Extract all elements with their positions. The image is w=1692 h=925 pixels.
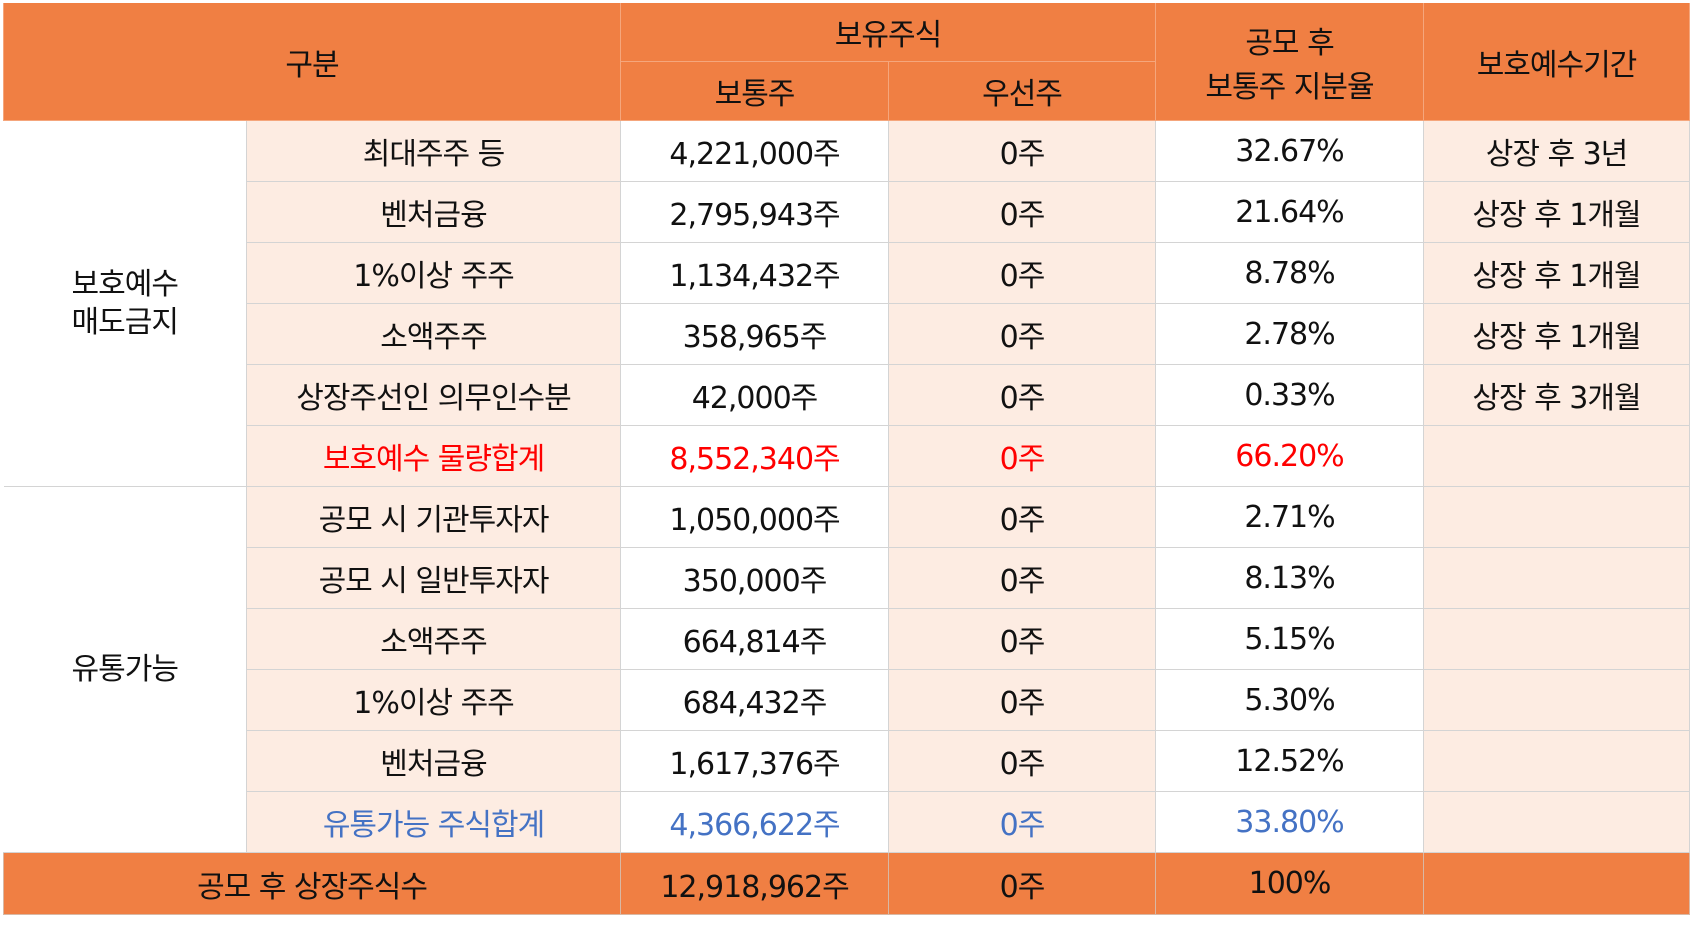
row-preferred: 0주 [888, 303, 1156, 365]
header-lockup-period: 보호예수기간 [1423, 3, 1690, 121]
row-preferred: 0주 [888, 120, 1156, 182]
row-ratio: 0.33% [1155, 364, 1424, 426]
row-period [1423, 547, 1690, 609]
row-preferred: 0주 [888, 547, 1156, 609]
table-row: 1%이상 주주 684,432주 0주 5.30% [4, 669, 1690, 731]
row-label: 1%이상 주주 [246, 242, 621, 304]
locked-total-period [1423, 425, 1690, 487]
header-preferred-shares: 우선주 [888, 61, 1156, 121]
table-row: 소액주주 358,965주 0주 2.78% 상장 후 1개월 [4, 303, 1690, 365]
row-common: 1,050,000주 [620, 486, 889, 548]
row-label: 소액주주 [246, 608, 621, 670]
row-common: 42,000주 [620, 364, 889, 426]
header-row-2: 보통주 우선주 [4, 61, 1690, 121]
header-holdings: 보유주식 [620, 3, 1156, 62]
row-common: 664,814주 [620, 608, 889, 670]
row-label: 벤처금융 [246, 181, 621, 243]
locked-total-row: 보호예수 물량합계 8,552,340주 0주 66.20% [4, 425, 1690, 487]
locked-total-common: 8,552,340주 [620, 425, 889, 487]
row-period: 상장 후 1개월 [1423, 242, 1690, 304]
row-preferred: 0주 [888, 608, 1156, 670]
header-post-ipo-ratio: 공모 후 보통주 지분율 [1155, 3, 1424, 121]
group-locked-line1: 보호예수 [71, 266, 179, 302]
row-preferred: 0주 [888, 730, 1156, 792]
header-ratio-line2: 보통주 지분율 [1205, 69, 1374, 105]
group-locked-line2: 매도금지 [71, 304, 179, 340]
row-ratio: 5.15% [1155, 608, 1424, 670]
tradable-total-row: 유통가능 주식합계 4,366,622주 0주 33.80% [4, 791, 1690, 853]
row-ratio: 5.30% [1155, 669, 1424, 731]
row-common: 1,134,432주 [620, 242, 889, 304]
row-period [1423, 669, 1690, 731]
footer-label: 공모 후 상장주식수 [3, 852, 621, 915]
locked-total-preferred: 0주 [888, 425, 1156, 487]
row-ratio: 8.78% [1155, 242, 1424, 304]
row-label: 상장주선인 의무인수분 [246, 364, 621, 426]
row-preferred: 0주 [888, 669, 1156, 731]
row-ratio: 8.13% [1155, 547, 1424, 609]
row-common: 4,221,000주 [620, 120, 889, 182]
row-common: 350,000주 [620, 547, 889, 609]
row-ratio: 32.67% [1155, 120, 1424, 182]
locked-total-label: 보호예수 물량합계 [246, 425, 621, 487]
footer-period [1423, 852, 1690, 915]
lockup-shares-table: 구분 보유주식 공모 후 보통주 지분율 보호예수기간 보통주 우선주 보호예수… [3, 3, 1690, 915]
header-common-shares: 보통주 [620, 61, 889, 121]
row-label: 벤처금융 [246, 730, 621, 792]
table-row: 유통가능 공모 시 기관투자자 1,050,000주 0주 2.71% [3, 486, 1690, 853]
header-category: 구분 [3, 3, 621, 121]
row-ratio: 2.71% [1155, 486, 1424, 548]
row-common: 1,617,376주 [620, 730, 889, 792]
row-label: 최대주주 등 [246, 120, 621, 182]
tradable-total-common: 4,366,622주 [620, 791, 889, 853]
row-period: 상장 후 1개월 [1423, 303, 1690, 365]
row-common: 684,432주 [620, 669, 889, 731]
table-row: 상장주선인 의무인수분 42,000주 0주 0.33% 상장 후 3개월 [4, 364, 1690, 426]
row-preferred: 0주 [888, 181, 1156, 243]
tradable-total-period [1423, 791, 1690, 853]
header-ratio-line1: 공모 후 [1245, 25, 1334, 61]
footer-row: 공모 후 상장주식수 12,918,962주 0주 100% [3, 852, 1690, 915]
header-row-1: 구분 보유주식 공모 후 보통주 지분율 보호예수기간 [3, 3, 1690, 121]
lockup-table-container: 구분 보유주식 공모 후 보통주 지분율 보호예수기간 보통주 우선주 보호예수… [3, 3, 1690, 915]
table-row: 보호예수 매도금지 최대주주 등 4,221,000주 0주 32.67% 상장… [3, 120, 1690, 487]
row-period [1423, 486, 1690, 548]
footer-preferred: 0주 [888, 852, 1156, 915]
table-row: 소액주주 664,814주 0주 5.15% [4, 608, 1690, 670]
row-preferred: 0주 [888, 242, 1156, 304]
footer-common: 12,918,962주 [620, 852, 889, 915]
row-ratio: 21.64% [1155, 181, 1424, 243]
table-row: 벤처금융 1,617,376주 0주 12.52% [4, 730, 1690, 792]
row-ratio: 2.78% [1155, 303, 1424, 365]
table-row: 벤처금융 2,795,943주 0주 21.64% 상장 후 1개월 [4, 181, 1690, 243]
row-label: 공모 시 기관투자자 [246, 486, 621, 548]
row-common: 2,795,943주 [620, 181, 889, 243]
row-period: 상장 후 1개월 [1423, 181, 1690, 243]
tradable-total-preferred: 0주 [888, 791, 1156, 853]
row-common: 358,965주 [620, 303, 889, 365]
tradable-total-label: 유통가능 주식합계 [246, 791, 621, 853]
row-label: 공모 시 일반투자자 [246, 547, 621, 609]
row-period [1423, 608, 1690, 670]
row-label: 소액주주 [246, 303, 621, 365]
row-label: 1%이상 주주 [246, 669, 621, 731]
locked-total-ratio: 66.20% [1155, 425, 1424, 487]
table-row: 공모 시 일반투자자 350,000주 0주 8.13% [4, 547, 1690, 609]
footer-ratio: 100% [1155, 852, 1424, 915]
row-ratio: 12.52% [1155, 730, 1424, 792]
row-period: 상장 후 3개월 [1423, 364, 1690, 426]
tradable-total-ratio: 33.80% [1155, 791, 1424, 853]
group-tradable: 유통가능 [3, 486, 247, 853]
table-row: 1%이상 주주 1,134,432주 0주 8.78% 상장 후 1개월 [4, 242, 1690, 304]
row-period [1423, 730, 1690, 792]
group-locked: 보호예수 매도금지 [3, 120, 247, 487]
row-preferred: 0주 [888, 364, 1156, 426]
row-preferred: 0주 [888, 486, 1156, 548]
row-period: 상장 후 3년 [1423, 120, 1690, 182]
